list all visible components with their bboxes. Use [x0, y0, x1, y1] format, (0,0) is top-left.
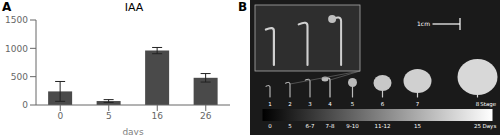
svg-text:1000: 1000: [8, 44, 28, 54]
html-text:IAA: IAA: [124, 1, 144, 14]
svg-text:1cm: 1cm: [417, 20, 430, 27]
svg-text:1500: 1500: [8, 15, 28, 25]
svg-text:Stage: Stage: [480, 101, 492, 108]
svg-text:16: 16: [152, 111, 164, 121]
svg-text:5: 5: [288, 123, 292, 129]
svg-text:2: 2: [288, 101, 292, 107]
svg-text:6: 6: [381, 101, 385, 107]
html-text:A: A: [2, 0, 12, 14]
svg-text:5: 5: [106, 111, 112, 121]
svg-text:5: 5: [351, 101, 355, 107]
svg-text:11-12: 11-12: [375, 123, 391, 129]
svg-text:0: 0: [268, 123, 272, 129]
svg-text:8: 8: [476, 101, 480, 107]
svg-text:7-8: 7-8: [326, 123, 335, 129]
svg-text:Days: Days: [483, 123, 492, 130]
svg-text:days: days: [122, 127, 144, 135]
svg-text:500: 500: [11, 72, 28, 82]
svg-text:7: 7: [416, 101, 420, 107]
svg-text:0: 0: [57, 111, 63, 121]
svg-text:0: 0: [22, 100, 28, 110]
svg-text:4: 4: [328, 101, 332, 107]
svg-text:1: 1: [268, 101, 272, 107]
svg-text:26: 26: [200, 111, 212, 121]
svg-text:25: 25: [474, 123, 481, 129]
svg-text:3: 3: [308, 101, 312, 107]
svg-text:6-7: 6-7: [306, 123, 315, 129]
svg-text:9-10: 9-10: [346, 123, 359, 129]
svg-text:15: 15: [414, 123, 421, 129]
html-text:B: B: [238, 0, 248, 14]
